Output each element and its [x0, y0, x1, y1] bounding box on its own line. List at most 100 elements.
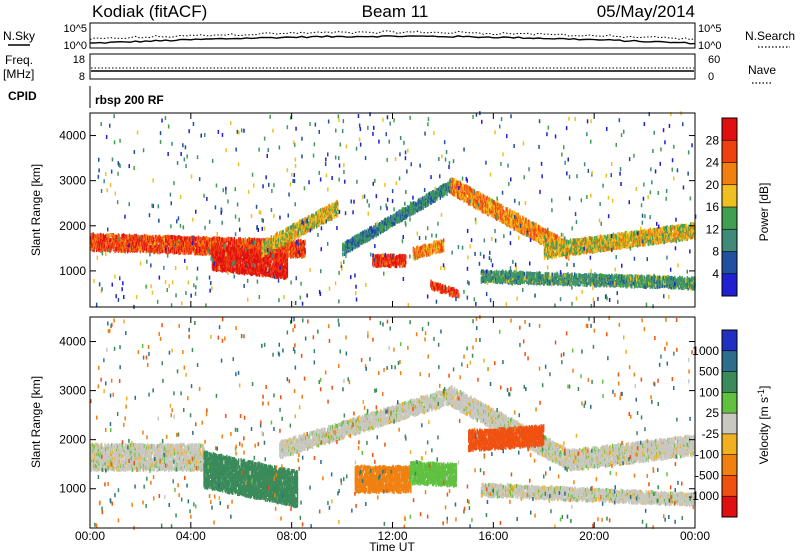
power-cell: [184, 236, 186, 241]
power-cell: [279, 245, 282, 250]
power-cell: [195, 248, 197, 253]
power-cell: [100, 242, 103, 247]
power-cell: [217, 251, 220, 256]
power-cell: [193, 247, 195, 252]
power-cell: [200, 242, 202, 247]
power-cell: [160, 247, 163, 252]
power-cell: [246, 238, 248, 243]
power-cell: [215, 242, 217, 247]
power-cell: [132, 236, 135, 241]
power-cell: [227, 237, 229, 242]
power-cell: [103, 237, 105, 242]
power-cell: [302, 245, 305, 250]
power-cell: [165, 245, 168, 249]
power-cell: [133, 236, 136, 241]
power-cell: [285, 241, 288, 246]
power-cell: [140, 245, 142, 250]
power-cell: [103, 234, 105, 239]
power-cell: [153, 250, 156, 255]
power-cell: [228, 245, 231, 249]
power-cell: [171, 249, 173, 254]
power-cell: [244, 245, 247, 250]
power-cell: [273, 252, 275, 257]
power-cell: [185, 239, 187, 244]
power-cell: [214, 254, 216, 259]
power-cell: [214, 238, 216, 243]
power-cell: [233, 245, 236, 250]
power-cell: [226, 237, 228, 242]
power-cell: [93, 248, 95, 253]
power-cell: [147, 242, 149, 247]
power-cell: [208, 239, 210, 244]
power-cell: [154, 246, 157, 251]
power-cell: [141, 234, 143, 239]
power-cell: [111, 235, 114, 240]
power-cell: [258, 243, 260, 248]
power-cell: [96, 235, 99, 240]
power-cell: [128, 240, 131, 245]
nave-tick-low: 0: [708, 71, 714, 83]
power-cell: [164, 244, 167, 249]
power-cell: [137, 243, 139, 248]
power-cell: [191, 246, 194, 251]
power-cell: [126, 234, 128, 239]
power-cell: [284, 248, 287, 253]
power-cell: [179, 250, 182, 255]
power-cell: [210, 237, 212, 242]
power-cell: [153, 245, 155, 250]
power-cell: [124, 249, 126, 254]
power-cell: [157, 236, 159, 241]
power-cell: [211, 249, 214, 254]
power-cell: [284, 248, 286, 253]
power-cell: [207, 237, 210, 242]
power-cell: [292, 245, 294, 250]
power-cell: [243, 252, 246, 257]
power-cell: [181, 236, 184, 241]
power-cell: [91, 232, 94, 237]
power-cell: [179, 236, 182, 241]
power-cell: [188, 236, 190, 241]
power-cell: [142, 244, 144, 249]
power-cell: [208, 242, 210, 247]
power-cell: [146, 238, 148, 243]
power-cell: [295, 246, 297, 251]
power-cell: [195, 249, 198, 254]
power-cell: [143, 246, 146, 251]
power-cell: [191, 243, 194, 248]
power-cell: [236, 243, 238, 248]
power-cell: [121, 234, 124, 238]
power-cell: [174, 250, 176, 255]
power-cell: [303, 240, 305, 245]
power-cell: [136, 247, 138, 252]
power-cell: [164, 238, 167, 243]
power-cell: [148, 248, 150, 253]
power-cell: [98, 237, 100, 242]
power-cell: [242, 242, 245, 247]
power-cell: [297, 252, 299, 257]
power-cell: [166, 245, 168, 250]
power-cell: [195, 236, 198, 241]
nsky-label: N.Sky: [3, 29, 35, 43]
power-cell: [101, 242, 104, 247]
power-cell: [227, 239, 230, 243]
power-cell: [211, 266, 214, 271]
nsky-trace: [89, 30, 696, 45]
power-cell: [143, 240, 146, 245]
power-cell: [153, 243, 156, 248]
power-cell: [158, 247, 161, 252]
power-cell: [155, 245, 157, 250]
power-cell: [151, 235, 153, 240]
power-cell: [244, 239, 247, 244]
power-cell: [180, 236, 183, 241]
power-cell: [126, 240, 128, 245]
power-cell: [174, 235, 176, 240]
power-cell: [252, 238, 254, 243]
power-cell: [123, 236, 126, 241]
power-cell: [207, 246, 210, 251]
power-cell: [239, 240, 242, 245]
power-cell: [161, 246, 163, 251]
power-cell: [160, 237, 163, 242]
power-cell: [127, 249, 129, 254]
power-cell: [258, 237, 260, 242]
freq-tick-high: 18: [73, 54, 85, 66]
